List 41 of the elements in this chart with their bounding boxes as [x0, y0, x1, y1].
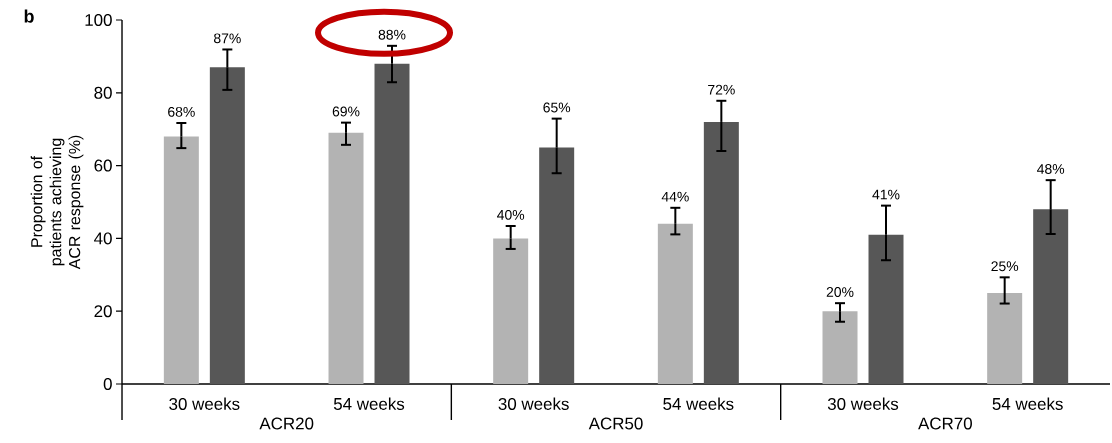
x-tick-label: 54 weeks — [333, 397, 405, 410]
x-tick-label: 54 weeks — [992, 397, 1063, 410]
y-tick-label: 20 — [94, 305, 112, 318]
x-tick-label: 30 weeks — [169, 397, 240, 410]
data-label: 41% — [872, 189, 900, 200]
bar — [868, 234, 904, 384]
bar — [493, 238, 529, 384]
y-tick-label: 100 — [85, 13, 112, 26]
data-label: 20% — [826, 287, 854, 297]
bar — [822, 311, 858, 384]
y-tick-label: 40 — [94, 232, 112, 245]
bar — [209, 67, 245, 384]
data-label: 44% — [661, 191, 689, 202]
bar — [539, 147, 575, 384]
text: ACR70 — [918, 417, 972, 430]
x-tick-label: 30 weeks — [827, 397, 899, 410]
data-label: 72% — [708, 84, 735, 95]
data-label: 69% — [332, 106, 360, 117]
data-label: 87% — [214, 33, 241, 44]
y-axis-title: Proportion of patients achieving ACR response (%) — [30, 135, 84, 270]
bar — [163, 136, 199, 384]
y-tick-label: 80 — [94, 86, 112, 99]
bar — [703, 121, 739, 384]
text: ACR20 — [259, 417, 314, 430]
y-tick-label: 0 — [103, 377, 112, 390]
data-label: 25% — [991, 261, 1019, 272]
text: ACR50 — [588, 417, 643, 430]
bar — [328, 132, 364, 384]
data-label: 48% — [1037, 164, 1065, 174]
bar — [1033, 209, 1069, 384]
data-label: 40% — [497, 209, 525, 220]
data-label: 88% — [378, 29, 406, 40]
x-tick-label: 54 weeks — [663, 397, 734, 410]
data-label: 68% — [168, 106, 195, 117]
bar — [987, 292, 1023, 384]
chart-title: b — [24, 9, 34, 23]
bar — [374, 63, 410, 384]
bar — [657, 223, 693, 384]
x-tick-label: 30 weeks — [498, 397, 569, 410]
y-tick-label: 60 — [94, 159, 112, 172]
data-label: 65% — [543, 102, 571, 113]
